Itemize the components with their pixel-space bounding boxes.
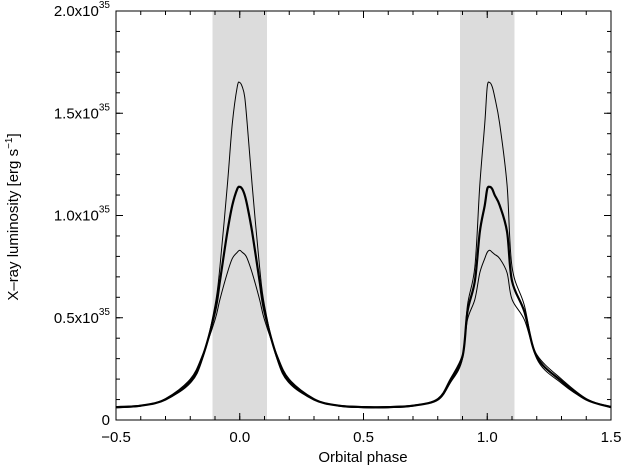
y-axis-title: X–ray luminosity [erg s−1]	[4, 133, 22, 300]
x-tick-label: −0.5	[101, 429, 131, 446]
x-tick-label: 0.0	[229, 429, 250, 446]
y-tick-labels: 0 0.5x1035 1.0x1035 1.5x1035 2.0x1035	[54, 0, 111, 429]
shaded-region-2	[460, 11, 515, 420]
shaded-region-1	[212, 11, 267, 420]
y-axis-title-main: X–ray luminosity [erg s	[5, 149, 22, 301]
y-tick-label: 1.0x1035	[54, 205, 111, 225]
x-tick-label: 1.5	[601, 429, 622, 446]
y-tick-label: 2.0x1035	[54, 0, 111, 20]
series-line-3	[115, 249, 612, 409]
y-tick-label: 0.5x1035	[54, 307, 111, 327]
y-axis-title-exponent: −1	[4, 137, 15, 149]
y-tick-label: 0	[102, 412, 110, 429]
x-tick-label: 0.5	[353, 429, 374, 446]
axis-ticks	[115, 10, 612, 421]
x-tick-labels: −0.5 0.0 0.5 1.0 1.5	[101, 429, 621, 446]
y-axis-title-close: ]	[5, 133, 22, 137]
series-line-2	[115, 185, 612, 409]
x-tick-label: 1.0	[477, 429, 498, 446]
shaded-regions	[212, 11, 515, 420]
series-lines	[115, 81, 612, 409]
y-tick-label: 1.5x1035	[54, 102, 111, 122]
x-axis-title: Orbital phase	[318, 449, 407, 466]
